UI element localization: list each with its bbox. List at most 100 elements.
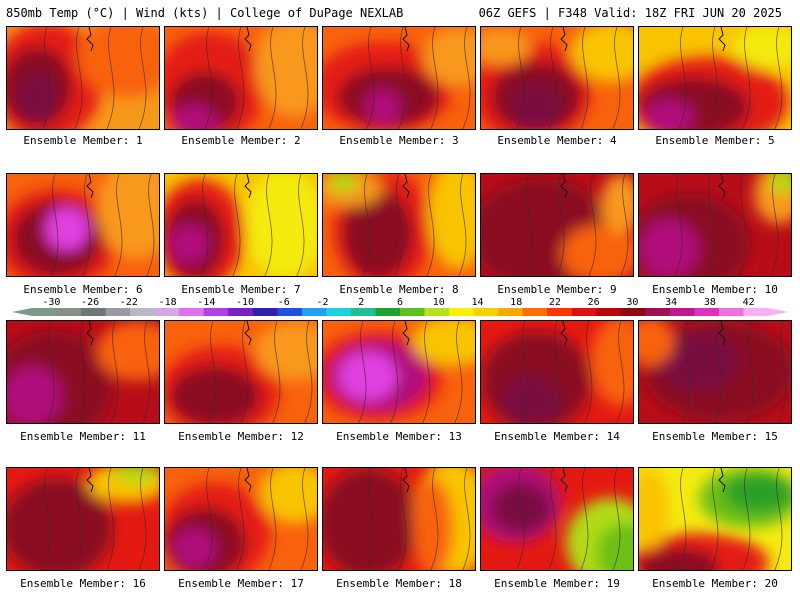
- colorbar-swatch: [179, 308, 205, 316]
- colorbar-tick-label: 18: [510, 297, 523, 308]
- colorbar-tick-label: -30: [42, 297, 61, 308]
- colorbar-tick-label: 10: [432, 297, 445, 308]
- valid-time: 06Z GEFS | F348 Valid: 18Z FRI JUN 20 20…: [478, 6, 782, 20]
- member-label: Ensemble Member: 4: [497, 134, 617, 147]
- ensemble-member-map: [480, 173, 634, 277]
- colorbar-swatch: [694, 308, 720, 316]
- colorbar-tick-label: 22: [548, 297, 561, 308]
- height-contour: [106, 27, 115, 129]
- temperature-field: [481, 27, 633, 129]
- member-label: Ensemble Member: 17: [178, 577, 304, 590]
- colorbar-swatch: [326, 308, 352, 316]
- height-contour: [678, 468, 687, 570]
- member-label: Ensemble Member: 7: [181, 283, 301, 296]
- height-contour: [524, 174, 533, 276]
- member-label: Ensemble Member: 5: [655, 134, 775, 147]
- colorbar-swatch: [498, 308, 524, 316]
- coastline: [86, 174, 94, 199]
- coastline: [244, 174, 252, 199]
- height-contour: [462, 468, 471, 570]
- colorbar-swatch: [424, 308, 450, 316]
- temperature-field: [639, 321, 791, 423]
- height-contour: [612, 27, 621, 129]
- temperature-field: [165, 174, 317, 276]
- map-title: 850mb Temp (°C) | Wind (kts) | College o…: [6, 6, 404, 20]
- member-label: Ensemble Member: 18: [336, 577, 462, 590]
- ensemble-member-map: [322, 26, 476, 130]
- colorbar-swatch: [547, 308, 573, 316]
- colorbar-tick-label: 34: [665, 297, 678, 308]
- ensemble-member-map: [480, 320, 634, 424]
- colorbar-swatch: [596, 308, 622, 316]
- member-label: Ensemble Member: 16: [20, 577, 146, 590]
- temperature-field: [481, 468, 633, 570]
- temperature-field: [323, 468, 475, 570]
- ensemble-member-map: [322, 320, 476, 424]
- height-contour: [268, 468, 277, 570]
- height-contour: [110, 321, 119, 423]
- height-contour: [366, 468, 375, 570]
- coastline: [244, 468, 252, 493]
- height-contour: [106, 468, 115, 570]
- member-label: Ensemble Member: 14: [494, 430, 620, 443]
- temperature-field: [481, 174, 633, 276]
- ensemble-member-map: [6, 26, 160, 130]
- height-contour: [674, 174, 683, 276]
- height-contour: [264, 174, 273, 276]
- temperature-field: [639, 27, 791, 129]
- height-contour: [268, 27, 277, 129]
- temperature-field: [165, 321, 317, 423]
- coastline: [718, 321, 726, 346]
- coastline: [402, 174, 410, 199]
- height-contour: [82, 174, 91, 276]
- coastline: [718, 174, 726, 199]
- coastline: [560, 27, 568, 52]
- height-contour: [74, 468, 83, 570]
- ensemble-member-map: [164, 26, 318, 130]
- ensemble-member-map: [638, 320, 792, 424]
- coastline: [560, 321, 568, 346]
- temperature-field: [165, 468, 317, 570]
- colorbar-swatch: [130, 308, 156, 316]
- height-contour: [204, 27, 213, 129]
- height-contour: [742, 468, 751, 570]
- height-contour: [774, 27, 783, 129]
- colorbar-swatch: [32, 308, 58, 316]
- temperature-field: [165, 27, 317, 129]
- colorbar-tick-label: -14: [197, 297, 216, 308]
- coastline: [560, 468, 568, 493]
- height-contour: [236, 27, 245, 129]
- height-contour: [620, 174, 629, 276]
- height-contour: [394, 174, 403, 276]
- height-contour: [208, 321, 217, 423]
- colorbar-swatch: [449, 308, 475, 316]
- height-contour: [296, 174, 305, 276]
- height-contour: [520, 321, 529, 423]
- member-label: Ensemble Member: 13: [336, 430, 462, 443]
- coastline: [402, 27, 410, 52]
- height-contour: [580, 27, 589, 129]
- coastline: [244, 321, 252, 346]
- height-contour: [232, 174, 241, 276]
- colorbar-tick-label: -22: [119, 297, 138, 308]
- ensemble-member-map: [6, 173, 160, 277]
- height-contour: [240, 321, 249, 423]
- height-contour: [552, 321, 561, 423]
- colorbar-swatch: [154, 308, 180, 316]
- height-contour: [430, 27, 439, 129]
- ensemble-member-map: [164, 173, 318, 277]
- coastline: [560, 174, 568, 199]
- member-label: Ensemble Member: 11: [20, 430, 146, 443]
- height-contour: [706, 174, 715, 276]
- temperature-field: [323, 174, 475, 276]
- height-contour: [300, 27, 309, 129]
- height-contour: [548, 27, 557, 129]
- colorbar-tick-label: -26: [81, 297, 100, 308]
- colorbar-swatch: [620, 308, 646, 316]
- height-contour: [304, 321, 313, 423]
- ensemble-member-map: [638, 173, 792, 277]
- colorbar-swatch: [81, 308, 107, 316]
- colorbar-tick-label: 38: [703, 297, 716, 308]
- ensemble-member-map: [638, 467, 792, 571]
- height-contour: [358, 321, 367, 423]
